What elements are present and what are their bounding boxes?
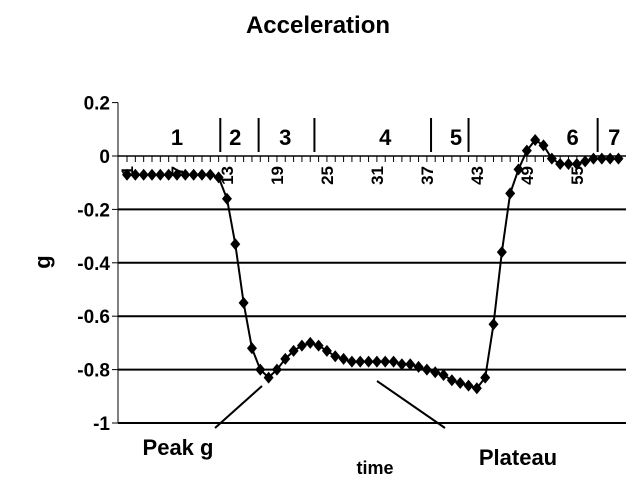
x-axis-label: time — [356, 458, 393, 478]
data-point — [538, 139, 549, 152]
data-point — [196, 168, 207, 181]
data-point — [505, 187, 516, 200]
data-point — [605, 152, 616, 165]
data-point — [613, 152, 624, 165]
data-point — [238, 296, 249, 309]
x-tick-label: 37 — [418, 166, 437, 185]
data-point — [513, 163, 524, 176]
data-point — [221, 192, 232, 205]
data-point — [255, 363, 266, 376]
data-point — [180, 168, 191, 181]
data-point — [446, 374, 457, 387]
data-point — [405, 358, 416, 371]
data-point — [455, 376, 466, 389]
data-point — [338, 352, 349, 365]
y-tick-label: -0.8 — [77, 361, 110, 382]
data-point — [305, 336, 316, 349]
data-point — [171, 168, 182, 181]
data-point — [430, 366, 441, 379]
data-point — [421, 363, 432, 376]
data-point — [363, 355, 374, 368]
data-point — [471, 382, 482, 395]
peak-g-pointer — [214, 385, 263, 429]
y-tick-label: -0.4 — [77, 254, 110, 275]
data-point — [396, 358, 407, 371]
data-point — [388, 355, 399, 368]
phase-label: 2 — [229, 125, 241, 150]
data-point — [355, 355, 366, 368]
data-point — [480, 371, 491, 384]
data-point — [230, 238, 241, 251]
data-point — [246, 342, 257, 355]
data-point — [380, 355, 391, 368]
y-tick-label: 0.2 — [84, 94, 110, 115]
data-point — [280, 352, 291, 365]
x-tick-label: 43 — [468, 166, 487, 185]
plateau-annotation: Plateau — [479, 445, 557, 470]
data-point — [521, 144, 532, 157]
data-point — [288, 344, 299, 357]
x-tick-label: 31 — [368, 166, 387, 185]
x-tick-label: 55 — [568, 166, 587, 185]
data-point — [555, 158, 566, 171]
data-point — [130, 168, 141, 181]
data-point — [346, 355, 357, 368]
phase-label: 1 — [171, 125, 183, 150]
data-point — [530, 133, 541, 146]
data-point — [371, 355, 382, 368]
data-point — [488, 318, 499, 331]
x-tick-label: 49 — [518, 166, 537, 185]
data-point — [571, 158, 582, 171]
data-point — [330, 350, 341, 363]
data-point — [413, 360, 424, 373]
data-point — [188, 168, 199, 181]
data-point — [296, 339, 307, 352]
y-tick-label: 0 — [99, 147, 110, 168]
x-tick-label: 19 — [268, 166, 287, 185]
data-point — [313, 339, 324, 352]
data-point — [122, 168, 132, 181]
data-point — [588, 152, 599, 165]
data-point — [271, 363, 282, 376]
peak-g-annotation: Peak g — [143, 435, 214, 460]
data-point — [546, 152, 557, 165]
data-point — [596, 152, 607, 165]
data-point — [146, 168, 157, 181]
plateau-pointer — [376, 380, 446, 429]
data-point — [213, 171, 224, 184]
y-tick-label: -1 — [93, 414, 110, 435]
y-tick-label: -0.2 — [77, 200, 110, 221]
data-point — [321, 344, 332, 357]
data-point — [496, 246, 507, 259]
data-point — [438, 368, 449, 381]
y-axis-label: g — [30, 255, 55, 268]
data-point — [563, 158, 574, 171]
data-point — [580, 155, 591, 168]
x-tick-label: 13 — [218, 166, 237, 185]
phase-label: 3 — [279, 125, 291, 150]
phase-label: 7 — [608, 125, 620, 150]
chart-title: Acceleration — [246, 12, 390, 39]
data-point — [205, 168, 216, 181]
x-tick-label: 25 — [318, 166, 337, 185]
data-point — [163, 168, 174, 181]
data-point — [155, 168, 166, 181]
phase-label: 6 — [567, 125, 579, 150]
phase-label: 4 — [379, 125, 392, 150]
phase-label: 5 — [450, 125, 462, 150]
y-tick-label: -0.6 — [77, 307, 110, 328]
data-point — [138, 168, 149, 181]
data-point — [263, 371, 274, 384]
data-point — [463, 379, 474, 392]
